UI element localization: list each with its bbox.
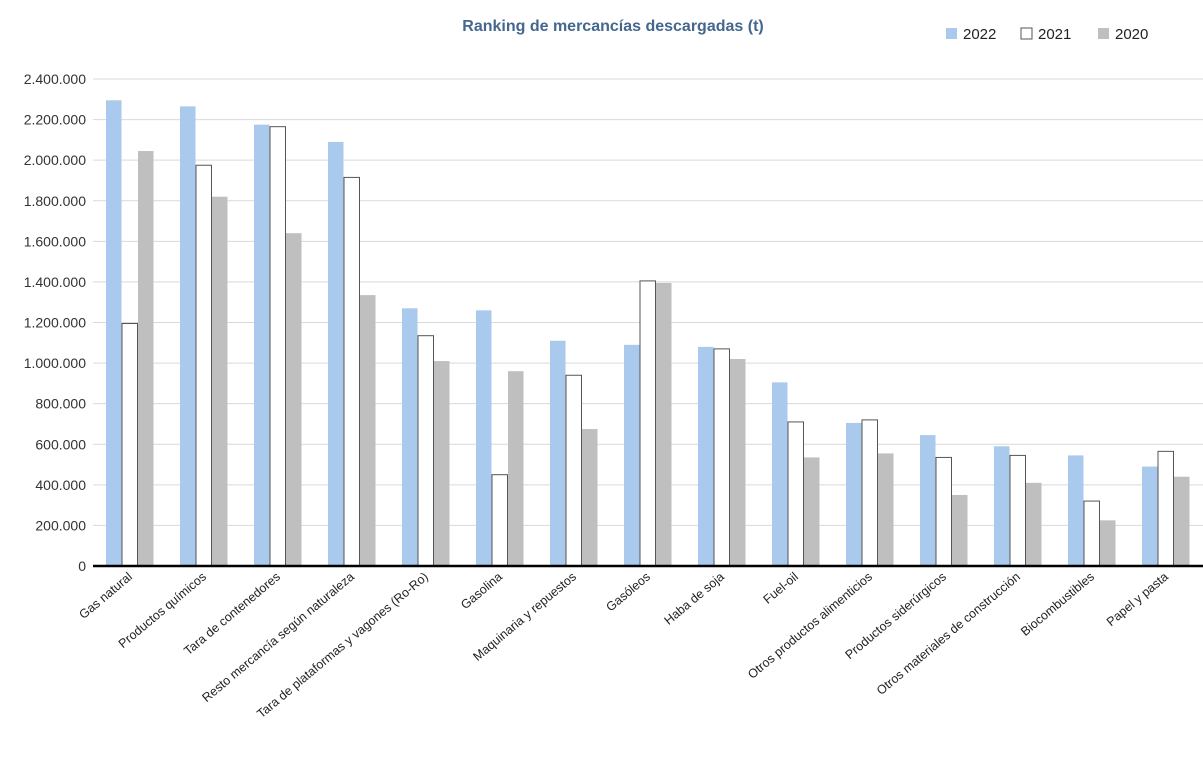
x-category-label: Fuel-oil <box>761 570 801 607</box>
legend-swatch-2020 <box>1098 28 1109 39</box>
bar-2021-13 <box>1083 500 1100 567</box>
bar-2021-3 <box>343 176 360 567</box>
bar-2020-6 <box>582 429 598 566</box>
bar-2020-7 <box>656 282 672 566</box>
bar-2022-14 <box>1142 466 1158 566</box>
bar-2020-13 <box>1100 520 1116 566</box>
bar-2021-10 <box>861 419 878 567</box>
y-tick-label: 1.600.000 <box>24 233 86 249</box>
bar-2020-9 <box>804 457 820 566</box>
legend-label-2021: 2021 <box>1038 26 1071 43</box>
y-tick-label: 600.000 <box>35 436 86 452</box>
legend-swatch-2022 <box>946 28 957 39</box>
x-category-label: Gas natural <box>76 570 135 622</box>
bar-2021-1 <box>195 164 212 567</box>
bar-2022-10 <box>846 422 862 566</box>
x-category-label: Biocombustibles <box>1018 570 1097 639</box>
bar-2020-4 <box>434 361 450 566</box>
legend-label-2020: 2020 <box>1115 26 1148 43</box>
y-tick-label: 1.200.000 <box>24 315 86 331</box>
bar-2020-0 <box>138 151 154 567</box>
y-tick-label: 200.000 <box>35 517 86 533</box>
chart-title: Ranking de mercancías descargadas (t) <box>462 18 763 35</box>
bar-2022-12 <box>994 446 1010 566</box>
y-tick-label: 0 <box>78 558 86 574</box>
bar-2020-10 <box>878 453 894 566</box>
bar-2021-8 <box>713 348 730 567</box>
y-tick-label: 800.000 <box>35 396 86 412</box>
x-category-label: Haba de soja <box>661 570 726 628</box>
bar-2022-7 <box>624 344 640 566</box>
bar-2022-4 <box>402 308 418 566</box>
bar-2020-14 <box>1174 476 1190 566</box>
x-category-label: Otros materiales de construcción <box>874 570 1023 698</box>
bar-2021-14 <box>1157 450 1174 567</box>
bar-2021-2 <box>269 126 286 567</box>
bar-2020-12 <box>1026 482 1042 566</box>
bar-2021-7 <box>639 280 656 567</box>
bar-2022-13 <box>1068 455 1084 566</box>
bar-2020-11 <box>952 494 968 566</box>
bar-2020-8 <box>730 359 746 566</box>
x-category-label: Gasolina <box>458 570 505 612</box>
bar-2020-1 <box>212 196 228 567</box>
bar-2020-3 <box>360 295 376 566</box>
bar-2021-5 <box>491 474 508 567</box>
y-tick-label: 400.000 <box>35 477 86 493</box>
bar-2021-11 <box>935 456 952 567</box>
bar-2022-3 <box>328 141 344 566</box>
x-category-label: Gasóleos <box>603 570 652 615</box>
bar-2020-5 <box>508 371 524 566</box>
bar-2022-1 <box>180 106 196 567</box>
bar-2021-4 <box>417 335 434 567</box>
bar-2020-2 <box>286 233 302 566</box>
legend: 2022 2021 2020 <box>946 26 1148 43</box>
x-category-label: Resto mercancía según naturaleza <box>199 570 357 705</box>
y-tick-label: 2.000.000 <box>24 152 86 168</box>
bars <box>106 100 1190 567</box>
bar-2022-5 <box>476 310 492 566</box>
bar-2022-2 <box>254 124 270 566</box>
bar-2022-6 <box>550 340 566 566</box>
x-category-label: Papel y pasta <box>1104 570 1171 629</box>
y-tick-label: 2.200.000 <box>24 112 86 128</box>
bar-2021-12 <box>1009 454 1026 567</box>
y-tick-label: 2.400.000 <box>24 71 86 87</box>
legend-label-2022: 2022 <box>963 26 996 43</box>
y-tick-label: 1.400.000 <box>24 274 86 290</box>
y-tick-label: 1.000.000 <box>24 355 86 371</box>
bar-2021-0 <box>121 323 138 567</box>
bar-2022-9 <box>772 382 788 566</box>
bar-2022-8 <box>698 346 714 566</box>
bar-2022-11 <box>920 435 936 566</box>
y-tick-label: 1.800.000 <box>24 193 86 209</box>
y-axis-tick-labels: 0 200.000 400.000 600.000 800.000 1.000.000 1.… <box>24 71 87 574</box>
bar-2022-0 <box>106 100 122 567</box>
legend-swatch-2021 <box>1020 27 1033 40</box>
x-category-label: Otros productos alimenticios <box>745 570 875 682</box>
bar-2021-6 <box>565 374 582 567</box>
bar-2021-9 <box>787 421 804 567</box>
